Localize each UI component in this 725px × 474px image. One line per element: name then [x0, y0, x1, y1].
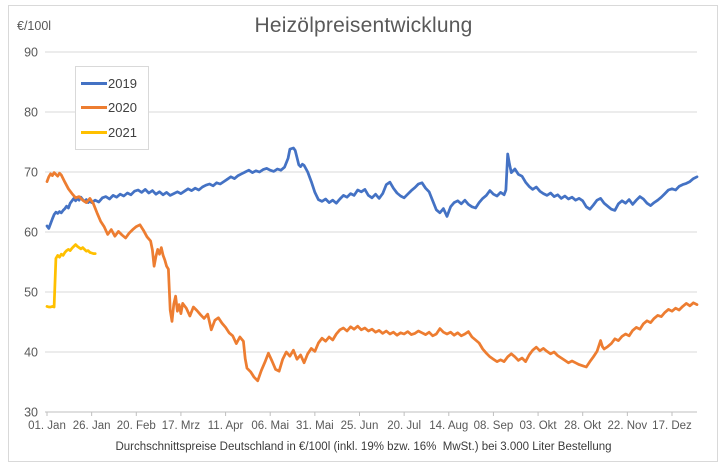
- legend-label-2020: 2020: [108, 100, 137, 116]
- y-tick-label: 70: [24, 166, 38, 180]
- x-tick-label: 25. Jun: [341, 420, 379, 432]
- chart-caption: Durchschnittspreise Deutschland in €/100…: [115, 441, 612, 453]
- x-tick-label: 22. Nov: [608, 420, 648, 432]
- y-tick-label: 50: [24, 286, 38, 300]
- y-axis-unit-label: €/100l: [17, 19, 52, 33]
- x-tick-label: 14. Aug: [429, 420, 468, 432]
- y-tick-label: 40: [24, 346, 38, 360]
- y-tick-label: 90: [24, 46, 38, 60]
- x-tick-label: 17. Dez: [652, 420, 692, 432]
- series-line-2019: [45, 146, 699, 230]
- series-line-2021: [45, 243, 97, 309]
- x-tick-label: 28. Okt: [564, 420, 602, 432]
- legend-line-swatch-2021: [81, 131, 107, 135]
- y-tick-label: 60: [24, 226, 38, 240]
- chart-title: Heizölpreisentwicklung: [254, 14, 473, 37]
- x-tick-label: 03. Okt: [520, 420, 558, 432]
- legend-item-2020: 2020: [76, 101, 148, 114]
- legend-item-2021: 2021: [76, 126, 148, 139]
- x-tick-label: 08. Sep: [474, 420, 514, 432]
- x-tick-label: 17. Mrz: [162, 420, 201, 432]
- legend-line-swatch-2019: [81, 81, 107, 85]
- y-tick-label: 80: [24, 106, 38, 120]
- legend-label-2019: 2019: [108, 75, 137, 91]
- x-tick-label: 06. Mai: [251, 420, 289, 432]
- x-tick-label: 31. Mai: [296, 420, 334, 432]
- x-tick-label: 26. Jan: [73, 420, 111, 432]
- x-tick-label: 01. Jan: [28, 420, 66, 432]
- legend-label-2021: 2021: [108, 125, 137, 141]
- series-line-2020: [45, 171, 699, 383]
- legend-item-2019: 2019: [76, 77, 148, 90]
- x-tick-label: 20. Feb: [117, 420, 156, 432]
- y-tick-label: 30: [24, 406, 38, 420]
- x-tick-label: 11. Apr: [208, 420, 244, 432]
- x-tick-label: 20. Jul: [387, 420, 421, 432]
- legend-line-swatch-2020: [81, 106, 107, 110]
- chart-legend: 2019 2020 2021: [75, 66, 149, 150]
